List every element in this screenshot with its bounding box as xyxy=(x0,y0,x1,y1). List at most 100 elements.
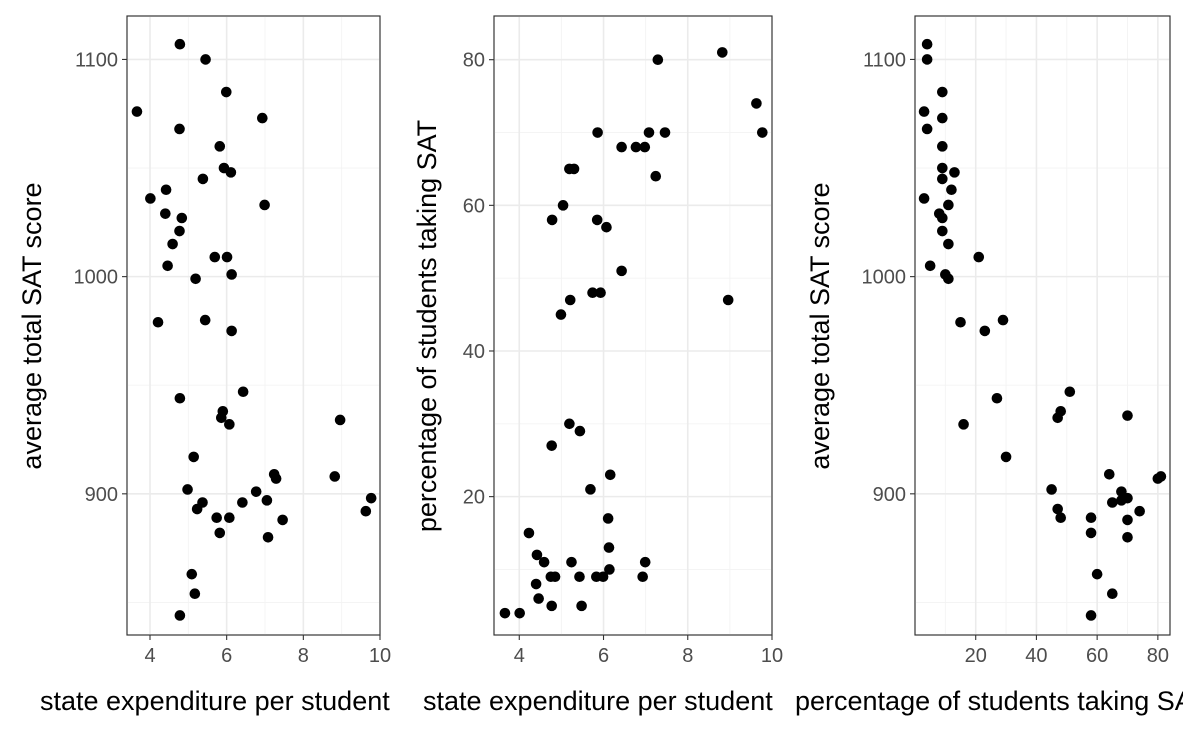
data-point xyxy=(576,600,587,612)
data-point xyxy=(937,112,948,124)
data-point xyxy=(921,54,933,65)
data-point xyxy=(538,556,550,568)
panel-2-points xyxy=(499,47,768,619)
data-point xyxy=(197,173,209,185)
data-point xyxy=(225,167,237,178)
data-point xyxy=(1052,503,1063,515)
data-point xyxy=(167,238,178,250)
y-tick-label: 1100 xyxy=(75,49,118,71)
data-point xyxy=(237,497,248,508)
data-point xyxy=(555,309,567,320)
y-tick-label: 40 xyxy=(463,341,485,363)
x-tick-label: 10 xyxy=(761,645,783,667)
data-point xyxy=(601,221,612,233)
x-tick-label: 8 xyxy=(682,645,693,667)
y-tick-label: 80 xyxy=(463,50,485,72)
data-point xyxy=(1085,512,1097,524)
data-point xyxy=(531,549,543,561)
data-point xyxy=(639,141,651,153)
data-point xyxy=(1134,505,1145,517)
data-point xyxy=(918,193,930,204)
data-point xyxy=(189,588,201,600)
data-point xyxy=(973,251,985,263)
data-point xyxy=(616,141,627,153)
data-point xyxy=(220,86,232,98)
panel-3-ticks: 20 40 60 80 900 1000 1100 xyxy=(862,49,1169,667)
data-point xyxy=(921,123,933,135)
data-point xyxy=(949,167,960,178)
data-point xyxy=(1122,514,1133,526)
data-point xyxy=(211,512,222,524)
panel-2-background xyxy=(493,15,773,636)
y-tick-label: 900 xyxy=(85,484,118,506)
data-point xyxy=(1122,531,1133,543)
data-point xyxy=(174,610,186,621)
data-point xyxy=(259,199,270,211)
data-point xyxy=(585,484,596,495)
x-tick-label: 4 xyxy=(514,645,525,667)
data-point xyxy=(200,54,211,65)
y-tick-label: 20 xyxy=(463,487,485,509)
data-point xyxy=(514,607,525,619)
x-tick-label: 10 xyxy=(369,645,391,667)
data-point xyxy=(587,287,598,299)
y-tick-label: 1000 xyxy=(862,267,907,289)
panel-2-y-axis-title: percentage of students taking SAT xyxy=(412,120,442,532)
data-point xyxy=(597,571,609,583)
y-tick-label: 1100 xyxy=(863,49,906,71)
panel-3-points xyxy=(918,38,1167,621)
data-point xyxy=(955,316,966,328)
data-point xyxy=(191,503,203,515)
x-tick-label: 8 xyxy=(298,645,309,667)
data-point xyxy=(564,294,576,306)
data-point xyxy=(946,184,957,196)
data-point xyxy=(1000,451,1012,463)
data-point xyxy=(262,531,274,543)
data-point xyxy=(566,556,577,568)
data-point xyxy=(630,141,642,153)
panel-3-background xyxy=(914,15,1171,636)
panel-1-border xyxy=(126,15,381,636)
data-point xyxy=(1055,512,1067,524)
data-point xyxy=(574,425,586,437)
data-point xyxy=(546,440,558,451)
data-point xyxy=(1107,497,1118,508)
data-point xyxy=(226,269,237,280)
data-point xyxy=(568,163,580,175)
data-point xyxy=(1107,588,1118,600)
data-point xyxy=(943,199,954,211)
data-point xyxy=(716,47,728,58)
data-point xyxy=(937,225,948,237)
data-point xyxy=(145,193,156,204)
data-point xyxy=(757,127,768,138)
data-point xyxy=(214,141,226,152)
panel-3-border xyxy=(914,15,1171,636)
data-point xyxy=(924,260,936,272)
data-point xyxy=(257,112,268,124)
data-point xyxy=(131,106,143,117)
data-point xyxy=(226,325,237,337)
data-point xyxy=(152,316,164,328)
data-point xyxy=(643,127,655,138)
data-point xyxy=(1155,471,1167,482)
data-point xyxy=(591,214,603,226)
data-point xyxy=(592,127,603,138)
data-point xyxy=(603,542,615,553)
data-point xyxy=(250,486,262,497)
data-point xyxy=(174,225,185,237)
data-point xyxy=(574,571,585,583)
data-point xyxy=(943,273,954,285)
data-point xyxy=(639,556,651,568)
data-point xyxy=(1091,568,1103,580)
y-tick-label: 900 xyxy=(873,484,906,506)
data-point xyxy=(523,527,535,539)
panel-2: 4 6 8 10 20 40 60 80 state expenditure per stud… xyxy=(412,15,783,716)
data-point xyxy=(637,571,648,583)
data-point xyxy=(564,418,575,430)
data-point xyxy=(937,86,948,98)
panel-3-x-axis-title: percentage of students taking SAT xyxy=(795,686,1183,716)
data-point xyxy=(209,251,221,263)
data-point xyxy=(958,419,969,430)
data-point xyxy=(216,412,227,424)
